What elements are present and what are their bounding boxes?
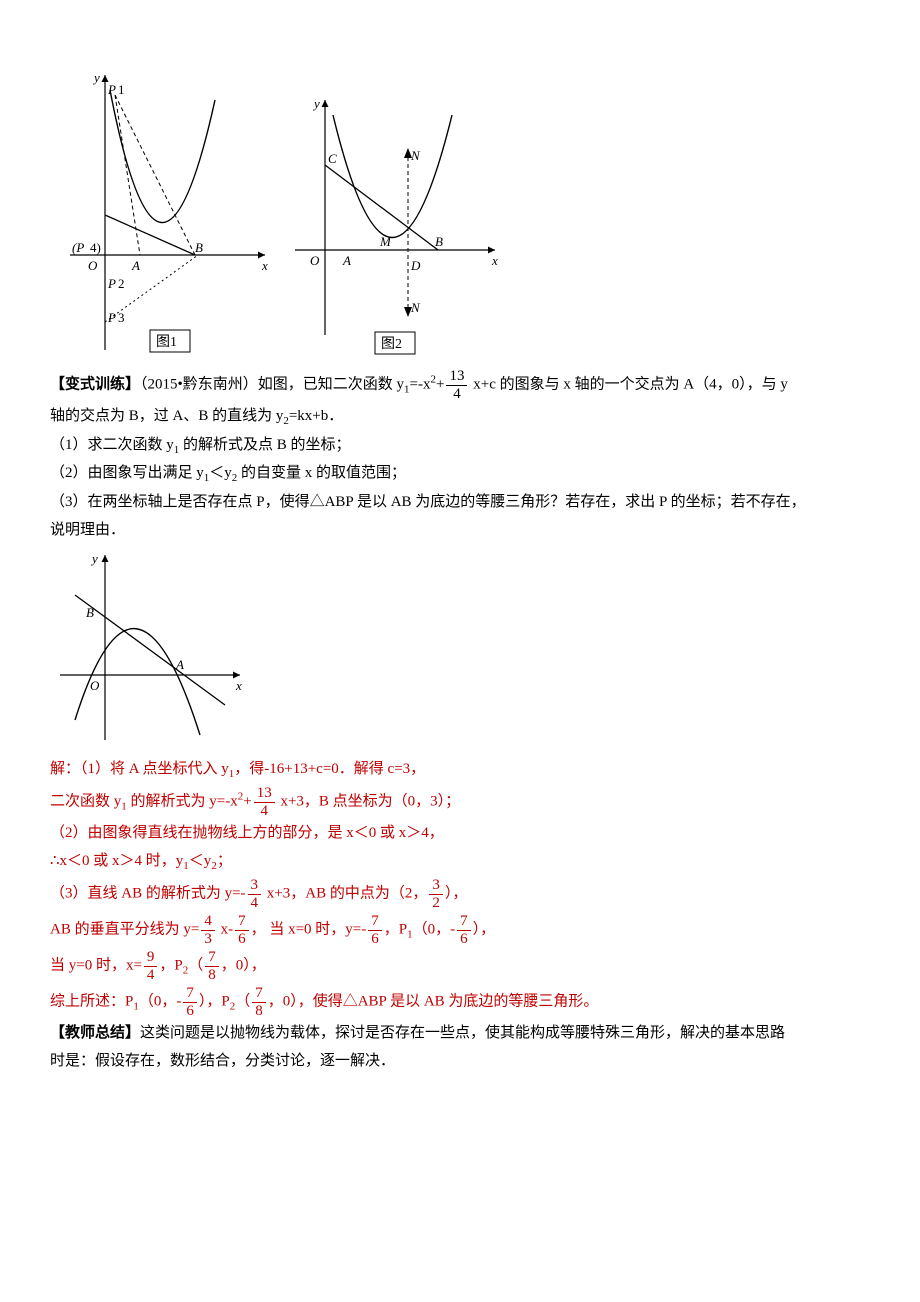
figure-2: y x C N M B O A D N 图2 [280,90,510,360]
summary-line-2: 时是：假设存在，数形结合，分类讨论，逐一解决． [50,1049,870,1075]
sol-3d: 综上所述：P1（0，-76），P2（78，0），使得△ABP 是以 AB 为底边… [50,985,870,1019]
svg-text:x: x [261,258,268,273]
svg-text:P: P [107,276,116,291]
svg-text:y: y [92,70,100,85]
fig2-caption: 图2 [381,337,402,352]
svg-text:A: A [175,657,184,672]
sol-3a: （3）直线 AB 的解析式为 y=-34 x+3，AB 的中点为（2，32）， [50,877,870,911]
problem-line-2: 轴的交点为 B，过 A、B 的直线为 y2=kx+b． [50,404,870,431]
svg-text:P: P [107,82,116,97]
svg-text:C: C [328,151,337,166]
svg-text:y: y [90,551,98,566]
problem-line-1: 【变式训练】（2015•黔东南州）如图，已知二次函数 y1=-x2+134 x+… [50,368,870,402]
sol-3b: AB 的垂直平分线为 y=43 x-76， 当 x=0 时，y=-76，P1（0… [50,913,870,947]
fig1-caption: 图1 [156,335,177,350]
svg-text:D: D [410,258,421,273]
summary-line-1: 【教师总结】这类问题是以抛物线为载体，探讨是否存在一些点，使其能构成等腰特殊三角… [50,1021,870,1047]
svg-text:O: O [310,253,320,268]
figure-1: y x P1 (P4) O A B P2 P3 图1 [50,60,280,360]
sol-1b: 二次函数 y1 的解析式为 y=-x2+134 x+3，B 点坐标为（0，3）； [50,785,870,819]
svg-text:A: A [342,253,351,268]
svg-text:N: N [410,148,421,163]
svg-text:P: P [107,310,116,325]
svg-text:(P: (P [72,240,84,255]
svg-text:x: x [235,678,242,693]
svg-text:M: M [379,234,392,249]
svg-text:O: O [88,258,98,273]
svg-text:x: x [491,253,498,268]
svg-text:B: B [435,234,443,249]
svg-text:y: y [312,96,320,111]
sol-2b: ∴x＜0 或 x＞4 时，y1＜y2； [50,849,870,876]
solution-block: 解：（1）将 A 点坐标代入 y1，得-16+13+c=0．解得 c=3， 二次… [50,757,870,1020]
top-figures: y x P1 (P4) O A B P2 P3 图1 y x C N [50,60,870,360]
svg-text:4): 4) [90,240,101,255]
problem-source: （2015•黔东南州） [140,376,258,392]
sol-3c: 当 y=0 时，x=94，P2（78，0）， [50,949,870,983]
svg-text:1: 1 [118,82,125,97]
fraction-13-4: 134 [446,368,467,402]
svg-text:O: O [90,678,100,693]
frac: 134 [254,785,275,819]
problem-q2: （2）由图象写出满足 y1＜y2 的自变量 x 的取值范围； [50,461,870,488]
svg-text:B: B [86,605,94,620]
svg-text:3: 3 [118,310,125,325]
sol-2a: （2）由图象得直线在抛物线上方的部分，是 x＜0 或 x＞4， [50,821,870,847]
problem-q3-b: 说明理由． [50,518,870,544]
figure-mid: y x B A O [50,545,250,745]
sol-1a: 解：（1）将 A 点坐标代入 y1，得-16+13+c=0．解得 c=3， [50,757,870,784]
svg-text:N: N [410,300,421,315]
svg-text:B: B [195,240,203,255]
svg-text:2: 2 [118,276,125,291]
summary-tag: 【教师总结】 [50,1025,140,1041]
svg-text:A: A [131,258,140,273]
problem-q3-a: （3）在两坐标轴上是否存在点 P，使得△ABP 是以 AB 为底边的等腰三角形？… [50,490,870,516]
problem-tag: 【变式训练】 [50,376,140,392]
problem-q1: （1）求二次函数 y1 的解析式及点 B 的坐标； [50,433,870,460]
